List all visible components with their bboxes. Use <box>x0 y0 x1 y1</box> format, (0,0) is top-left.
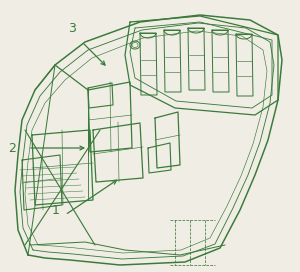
Text: 1: 1 <box>52 203 60 217</box>
Text: 2: 2 <box>8 141 16 154</box>
Text: 3: 3 <box>68 21 76 35</box>
